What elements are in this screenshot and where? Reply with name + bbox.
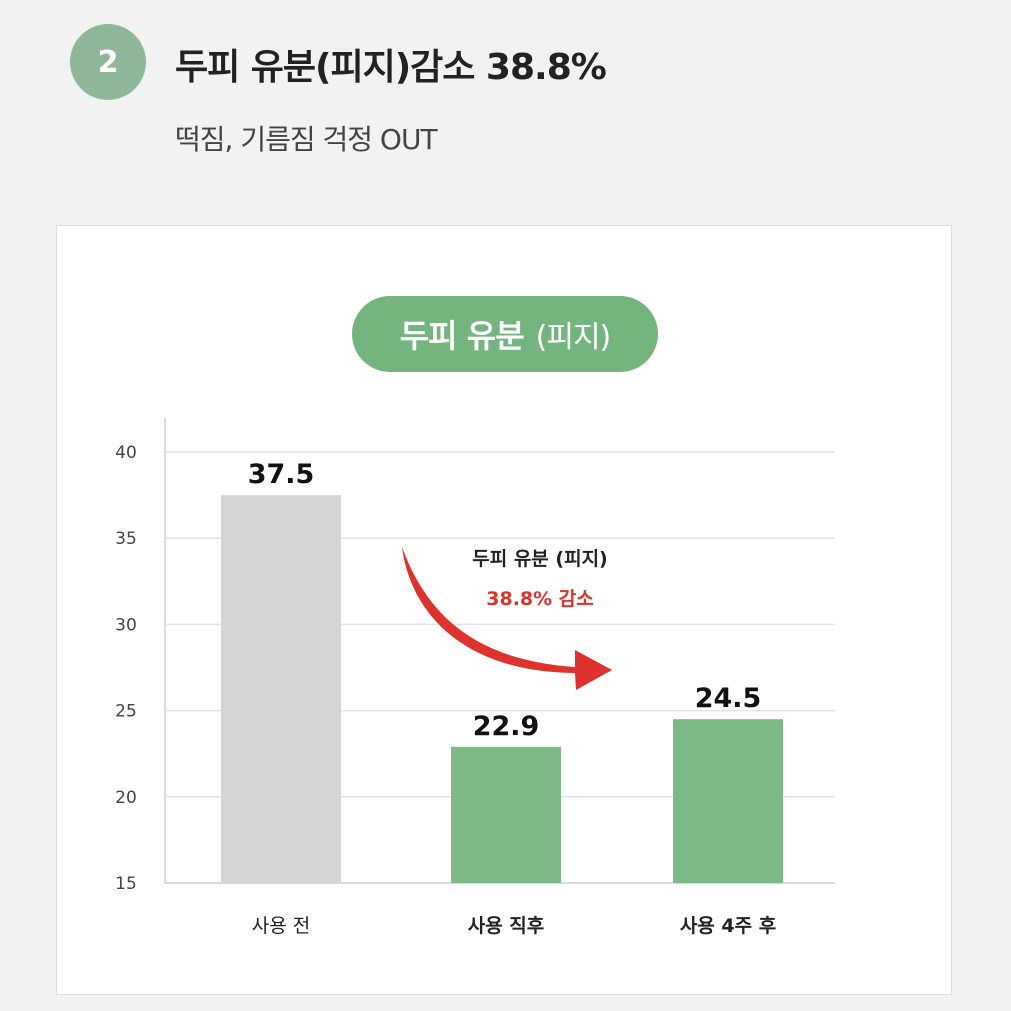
bar-layer bbox=[221, 495, 783, 883]
page-subtitle: 떡짐, 기름짐 걱정 OUT bbox=[175, 123, 438, 156]
category-label: 사용 전 bbox=[252, 915, 310, 937]
decrease-arrow-icon bbox=[402, 547, 612, 690]
chart-title-strong: 두피 유분 bbox=[399, 317, 525, 355]
y-tick-label: 35 bbox=[115, 529, 137, 549]
y-tick-label: 25 bbox=[115, 702, 137, 722]
y-tick-layer: 15 20 25 30 35 40 bbox=[115, 443, 137, 894]
chart-title-light: (피지) bbox=[535, 320, 612, 355]
step-badge: 2 bbox=[70, 24, 146, 100]
bar-2 bbox=[451, 746, 561, 883]
bar-value-label: 22.9 bbox=[473, 711, 540, 742]
annotation-decrease: 38.8% 감소 bbox=[486, 588, 594, 610]
y-tick-label: 20 bbox=[115, 788, 137, 808]
y-tick-label: 30 bbox=[115, 615, 137, 635]
y-tick-label: 15 bbox=[115, 874, 137, 894]
page-title: 두피 유분(피지)감소 38.8% bbox=[175, 47, 607, 88]
bar-3 bbox=[673, 719, 783, 883]
annotation-title: 두피 유분 (피지) bbox=[472, 548, 607, 570]
category-label-layer: 사용 전 사용 직후 사용 4주 후 bbox=[252, 915, 776, 937]
category-label: 사용 4주 후 bbox=[680, 915, 776, 937]
bar-value-label: 24.5 bbox=[695, 683, 762, 714]
category-label: 사용 직후 bbox=[468, 915, 545, 937]
chart-title-pill: 두피 유분 (피지) bbox=[352, 296, 658, 372]
bar-1 bbox=[221, 495, 341, 883]
value-label-layer: 37.5 22.9 24.5 bbox=[248, 459, 762, 742]
y-tick-label: 40 bbox=[115, 443, 137, 463]
bar-value-label: 37.5 bbox=[248, 459, 315, 490]
